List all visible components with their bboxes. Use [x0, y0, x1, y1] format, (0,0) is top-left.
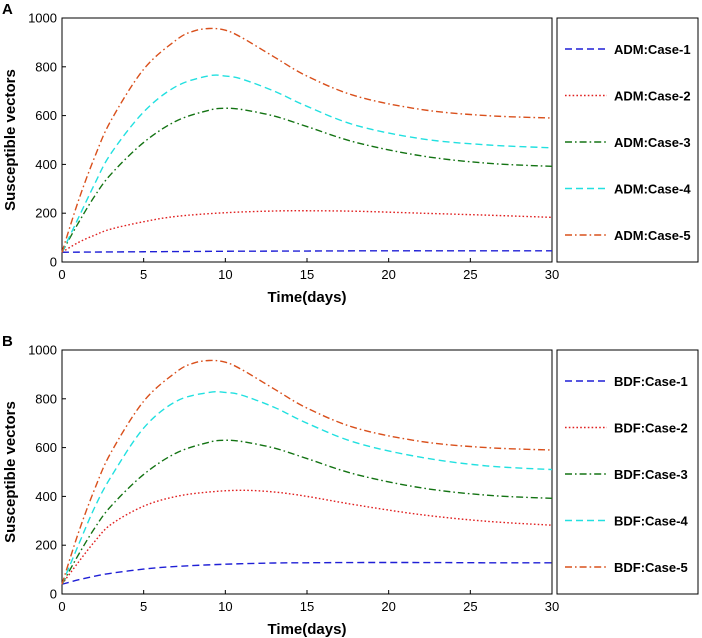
- panel-a-series-line-case-3: [61, 107, 553, 253]
- panel-b-xlabel: Time(days): [268, 621, 347, 638]
- panel-b-series-line-case-2: [61, 489, 553, 585]
- panel-b-legend-box: [556, 349, 699, 595]
- panel-a-legend-label-case-3: ADM:Case-3: [614, 135, 691, 150]
- panel-a-xtick-label: 10: [218, 267, 232, 282]
- panel-a-ytick-label: 0: [50, 255, 57, 270]
- panel-a-xtick-label: 0: [58, 267, 65, 282]
- panel-a-ytick-label: 600: [35, 108, 57, 123]
- panel-a-legend-label-case-4: ADM:Case-4: [614, 182, 691, 197]
- panel-a-lines: [61, 27, 553, 253]
- panel-a-xtick-label: 5: [140, 267, 147, 282]
- panel-b-xtick-label: 0: [58, 599, 65, 614]
- panel-b-legend-label-case-4: BDF:Case-4: [614, 514, 688, 529]
- panel-b-ytick-label: 1000: [28, 343, 57, 358]
- panel-a-ylabel: Susceptible vectors: [2, 69, 19, 211]
- panel-b-legend-label-case-2: BDF:Case-2: [614, 421, 688, 436]
- panel-a-xtick-label: 30: [545, 267, 559, 282]
- panel-a-label: A: [2, 1, 13, 18]
- panel-b-xtick-label: 25: [463, 599, 477, 614]
- panel-b-legend-label-case-3: BDF:Case-3: [614, 467, 688, 482]
- panel-b-series-line-case-3: [61, 439, 553, 585]
- panel-b-series-line-case-4: [61, 390, 553, 585]
- panel-a-ytick-label: 1000: [28, 11, 57, 26]
- panel-b-ytick-label: 0: [50, 587, 57, 602]
- panel-a-legend-label-case-5: ADM:Case-5: [614, 228, 691, 243]
- panel-a-series-line-case-1: [61, 250, 552, 253]
- panel-b-label: B: [2, 333, 13, 350]
- panel-b-xtick-label: 10: [218, 599, 232, 614]
- panel-a-legend: ADM:Case-1 ADM:Case-2 ADM:Case-3 ADM:Case-4…: [565, 42, 691, 243]
- panel-a-series-line-case-5: [61, 27, 553, 253]
- panel-a-legend-label-case-2: ADM:Case-2: [614, 89, 691, 104]
- panel-a-ytick-label: 400: [35, 157, 57, 172]
- panel-a-xlabel: Time(days): [268, 289, 347, 306]
- panel-b-series-line-case-5: [61, 359, 553, 585]
- panel-b-xtick-label: 15: [300, 599, 314, 614]
- panel-a-xtick-label: 20: [381, 267, 395, 282]
- panel-b-xtick-label: 20: [381, 599, 395, 614]
- panel-a-ytick-label: 200: [35, 206, 57, 221]
- panel-b-ytick-label: 200: [35, 538, 57, 553]
- panel-b-series-line-case-1: [61, 561, 553, 585]
- panel-b-ticks: 0 5 10 15 20 25 30 0 200 400 600 800 1000: [28, 343, 559, 615]
- panel-b-xtick-label: 30: [545, 599, 559, 614]
- panel-b-ylabel: Susceptible vectors: [2, 401, 19, 543]
- panel-a-series-line-case-2: [61, 210, 553, 253]
- panel-a-ticks: 0 5 10 15 20 25 30 0 200 400 600 800 1000: [28, 11, 559, 283]
- panel-a: A 0 5 10 15 20 25 30 0 200 400 600 800 1000 Time(day…: [2, 1, 699, 306]
- panel-a-legend-box: [556, 17, 699, 263]
- panel-b-legend: BDF:Case-1 BDF:Case-2 BDF:Case-3 BDF:Case-4…: [565, 374, 688, 575]
- panel-a-series-line-case-4: [61, 74, 553, 253]
- panel-b-ytick-label: 800: [35, 391, 57, 406]
- panel-b-legend-label-case-1: BDF:Case-1: [614, 374, 688, 389]
- panel-b-ytick-label: 600: [35, 440, 57, 455]
- panel-b: B 0 5 10 15 20 25 30 0 200 400 600 800 1000 Time(day…: [2, 333, 699, 638]
- panel-a-ytick-label: 800: [35, 59, 57, 74]
- panel-b-legend-label-case-5: BDF:Case-5: [614, 560, 688, 575]
- panel-a-legend-label-case-1: ADM:Case-1: [614, 42, 691, 57]
- panel-b-xtick-label: 5: [140, 599, 147, 614]
- panel-a-xtick-label: 25: [463, 267, 477, 282]
- panel-b-lines: [61, 359, 553, 585]
- panel-a-xtick-label: 15: [300, 267, 314, 282]
- panel-b-ytick-label: 400: [35, 489, 57, 504]
